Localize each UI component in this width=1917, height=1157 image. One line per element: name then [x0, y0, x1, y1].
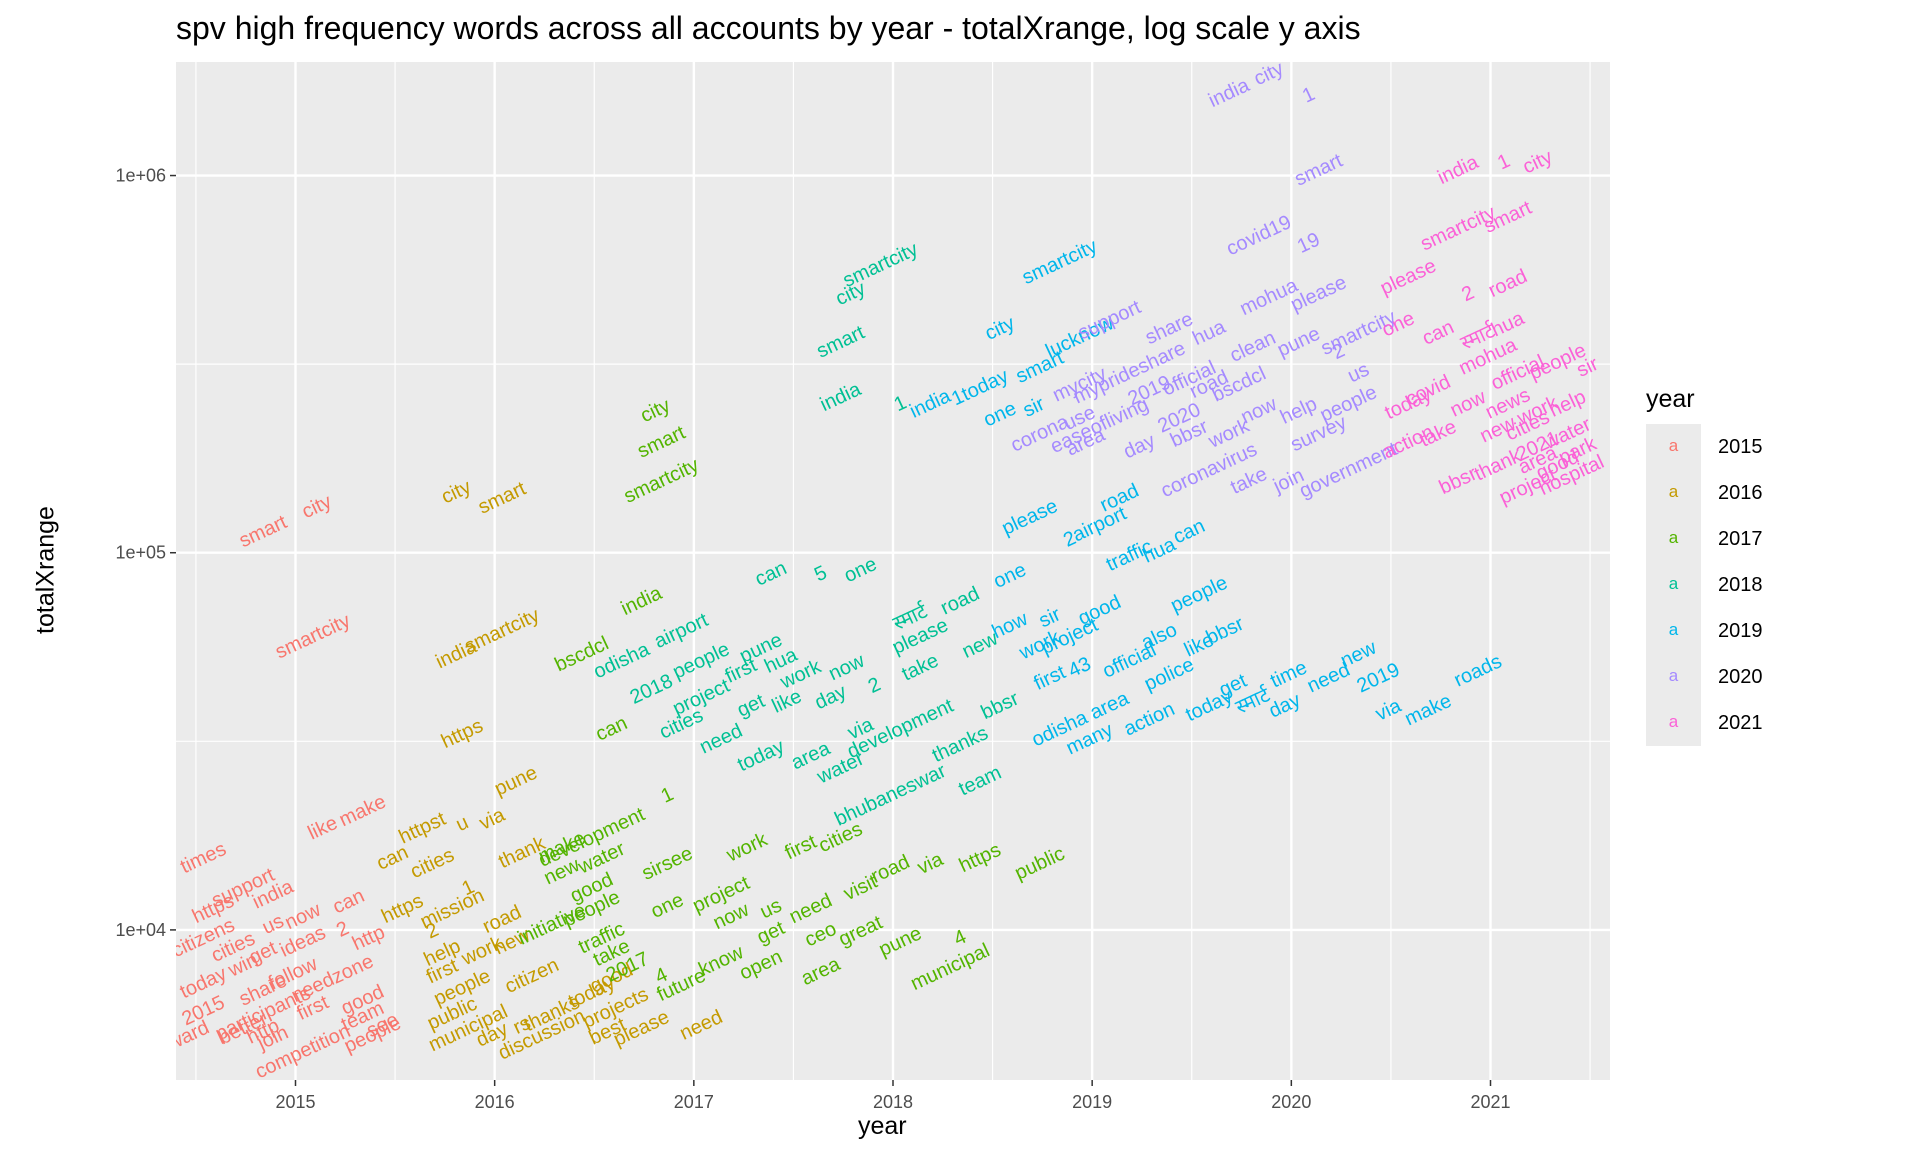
x-tick-label: 2018 [873, 1092, 913, 1112]
legend: year a 2015 a 2016 a 2017 a 2018 a 2019 a 2020 a 2021 [1646, 385, 1917, 746]
y-axis-title: totalXrange [31, 506, 60, 634]
minor-gridlines [176, 62, 1610, 1080]
x-tick-label: 2015 [275, 1092, 315, 1112]
x-tick-label: 2020 [1271, 1092, 1311, 1112]
legend-entry-2019: a 2019 [1646, 608, 1917, 654]
legend-label: 2018 [1718, 574, 1763, 596]
legend-label: 2019 [1718, 620, 1763, 642]
legend-key: a [1646, 424, 1701, 470]
legend-label: 2021 [1718, 712, 1763, 734]
legend-key: a [1646, 562, 1701, 608]
x-tick-label: 2019 [1072, 1092, 1112, 1112]
legend-label: 2017 [1718, 528, 1763, 550]
chart-title: spv high frequency words across all acco… [176, 10, 1361, 46]
y-tick-label: 1e+05 [115, 543, 166, 563]
major-gridlines [176, 62, 1610, 1080]
legend-key: a [1646, 608, 1701, 654]
x-tick-label: 2017 [674, 1092, 714, 1112]
legend-title: year [1646, 385, 1695, 413]
x-tick-label: 2021 [1470, 1092, 1510, 1112]
legend-entry-2020: a 2020 [1646, 654, 1917, 700]
legend-entry-2015: a 2015 [1646, 424, 1917, 470]
legend-entry-2018: a 2018 [1646, 562, 1917, 608]
legend-entry-2021: a 2021 [1646, 700, 1917, 746]
legend-label: 2015 [1718, 436, 1763, 458]
legend-key: a [1646, 654, 1701, 700]
axes: 2015 2016 2017 2018 2019 2020 2021 1e+04 1e+05 1e… [115, 166, 1510, 1112]
legend-entry-2016: a 2016 [1646, 470, 1917, 516]
y-tick-label: 1e+06 [115, 166, 166, 186]
x-tick-label: 2016 [475, 1092, 515, 1112]
legend-label: 2016 [1718, 482, 1763, 504]
legend-entries: a 2015 a 2016 a 2017 a 2018 a 2019 a 2020 a 2021 [1646, 424, 1917, 746]
legend-key: a [1646, 516, 1701, 562]
legend-key: a [1646, 470, 1701, 516]
legend-label: 2020 [1718, 666, 1763, 688]
legend-key: a [1646, 700, 1701, 746]
y-tick-label: 1e+04 [115, 920, 166, 940]
x-axis-title: year [858, 1112, 907, 1140]
legend-entry-2017: a 2017 [1646, 516, 1917, 562]
